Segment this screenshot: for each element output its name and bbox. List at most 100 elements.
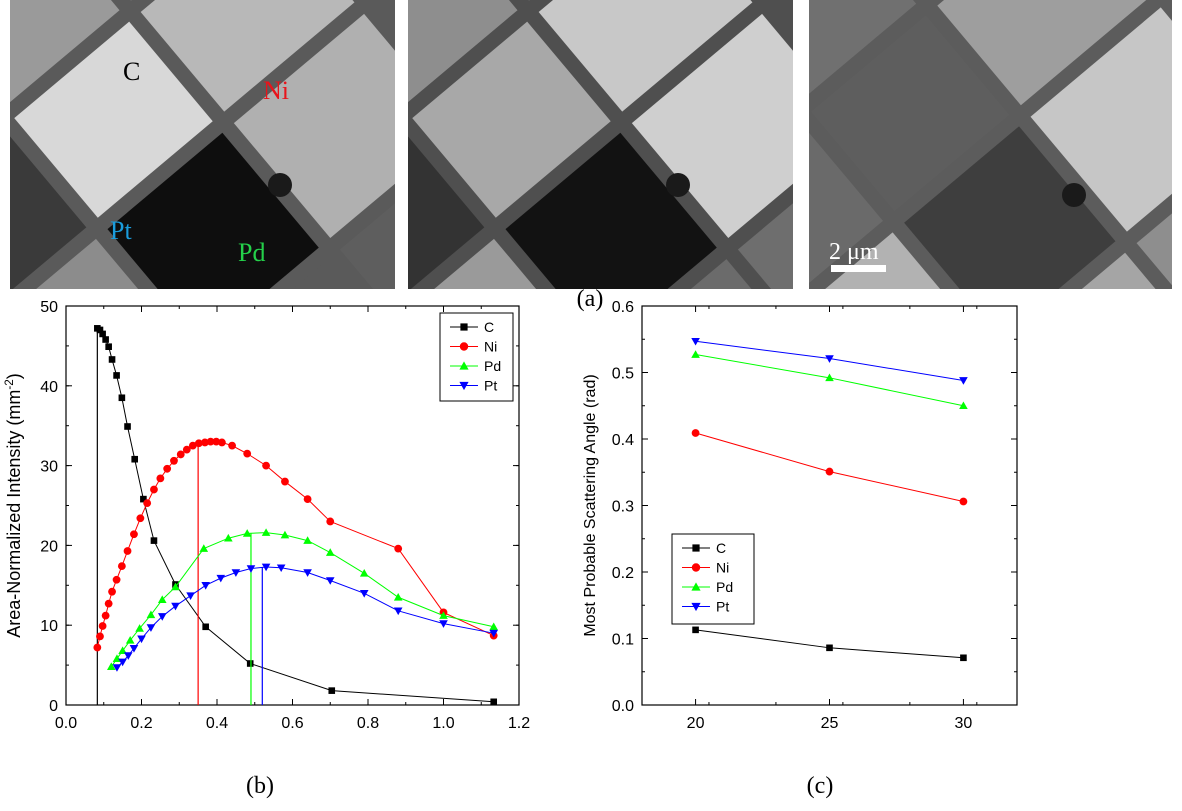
x-tick-label: 0.0 (55, 715, 77, 732)
data-point-pt (216, 574, 226, 583)
data-point-pd (959, 401, 968, 410)
legend-marker-pt (459, 381, 469, 391)
data-point-pd (439, 611, 448, 619)
y-tick-label: 20 (40, 538, 58, 555)
series-line-ni (96, 441, 494, 648)
series-c (94, 325, 498, 706)
data-point-ni (123, 547, 132, 555)
data-point-pd (280, 530, 290, 539)
data-point-pd (825, 373, 834, 382)
data-point-pt (246, 565, 256, 573)
micrograph-image-2 (408, 0, 793, 289)
caption-b: (b) (246, 773, 274, 799)
data-point-ni (303, 495, 312, 504)
data-point-pt (171, 602, 180, 611)
micrograph-panel-3: 2 μm (809, 0, 1172, 289)
data-point-c (102, 336, 109, 343)
data-point-ni (194, 439, 203, 448)
series-ni (93, 437, 498, 705)
data-point-ni (176, 450, 185, 459)
data-point-pd (393, 592, 403, 601)
data-point-pt (825, 355, 834, 363)
data-point-pt (276, 564, 286, 573)
legend: C Ni Pd Pt (439, 312, 514, 402)
label-pd: Pd (238, 238, 265, 267)
data-point-ni (959, 497, 968, 506)
data-point-ni (108, 587, 116, 596)
legend-box (439, 312, 514, 402)
data-point-pd (359, 569, 369, 577)
x-tick-label: 0.8 (357, 715, 379, 732)
chart-b: 0.00.20.40.60.81.01.201020304050Acceptan… (3, 300, 530, 732)
x-tick-label: 25 (821, 715, 839, 732)
data-point-ni (117, 562, 126, 571)
y-tick-label: 0.5 (612, 366, 634, 383)
legend-label-c: C (484, 319, 494, 335)
data-point-pd (224, 533, 233, 542)
data-point-pd (303, 536, 312, 544)
x-tick-label: 0.6 (281, 715, 303, 732)
data-point-ni (93, 643, 102, 652)
data-point-pt (146, 624, 156, 632)
y-tick-label: 0.2 (612, 565, 634, 582)
data-point-ni (101, 611, 110, 620)
data-point-ni (112, 575, 121, 584)
legend-label-c: C (716, 540, 726, 556)
data-point-pd (135, 624, 144, 632)
data-point-ni (143, 499, 152, 508)
data-point-ni (170, 456, 178, 465)
data-point-pt (118, 658, 127, 667)
label-pt: Pt (110, 216, 132, 245)
legend-label-pt: Pt (484, 378, 497, 394)
data-point-ni (326, 517, 335, 526)
micrograph-image-1 (10, 0, 395, 289)
micrograph-panel-1: C Ni Pt Pd (10, 0, 395, 289)
y-axis-label: Area-Normalized Intensity (mm-2) (3, 373, 24, 637)
data-point-ni (243, 449, 252, 458)
legend-label-ni: Ni (716, 560, 729, 576)
micrograph-panel-2 (408, 0, 793, 289)
y-tick-label: 0.0 (612, 698, 634, 715)
data-point-c (108, 356, 116, 363)
data-point-pt (186, 592, 195, 600)
scale-bar (831, 265, 886, 272)
y-tick-label: 0 (49, 698, 58, 715)
data-point-pt (201, 582, 210, 590)
data-point-c (960, 654, 967, 662)
legend-label-pt: Pt (716, 599, 729, 615)
data-point-pt (359, 589, 369, 598)
caption-a: (a) (576, 286, 604, 312)
data-point-pt (231, 569, 241, 577)
legend-marker-pd (459, 361, 469, 370)
data-point-c (131, 455, 139, 463)
data-point-pd (112, 654, 122, 663)
y-axis-label: Most Probable Scattering Angle (rad) (582, 374, 599, 636)
data-point-pd (171, 582, 180, 591)
y-tick-label: 50 (40, 300, 58, 316)
micrograph-image-3 (809, 0, 1172, 289)
y-tick-label: 10 (40, 618, 58, 635)
label-ni: Ni (263, 76, 289, 105)
data-point-pt (137, 635, 146, 644)
data-point-c (692, 626, 699, 634)
data-point-pd (261, 528, 271, 536)
data-point-ni (136, 514, 145, 523)
data-point-c (105, 343, 112, 350)
data-point-c (96, 326, 104, 334)
legend-marker-c (460, 323, 468, 331)
data-point-c (150, 537, 158, 544)
legend-label-ni: Ni (484, 339, 497, 355)
data-point-c (490, 698, 498, 706)
data-point-pt (123, 652, 133, 660)
data-point-pd (199, 544, 209, 552)
y-tick-label: 0.1 (612, 632, 634, 649)
data-point-ni (691, 429, 700, 437)
data-point-ni (218, 438, 226, 447)
legend-marker-c (692, 544, 700, 552)
x-tick-label: 1.0 (432, 715, 454, 732)
data-point-pt (129, 645, 139, 653)
data-point-pt (439, 620, 448, 628)
data-point-c (826, 644, 833, 652)
data-point-pd (146, 610, 156, 619)
series-pt (691, 337, 968, 385)
